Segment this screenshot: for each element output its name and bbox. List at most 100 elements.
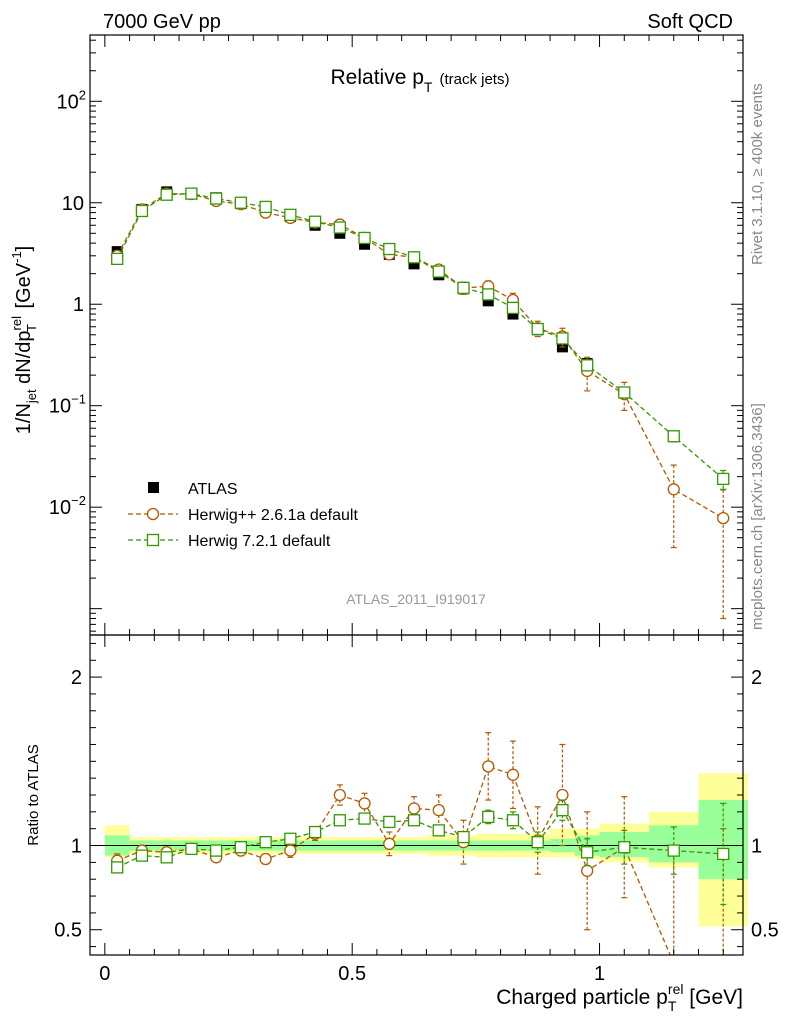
main-point xyxy=(581,359,594,372)
main-y-tick-label: 10−2 xyxy=(49,493,86,519)
main-y-axis-label: 1/Njet dN/dprelT [GeV-1] xyxy=(9,246,39,434)
ratio-y-tick-label: 0.5 xyxy=(54,920,82,942)
legend: ATLAS Herwig++ 2.6.1a default Herwig 7.2.1… xyxy=(128,481,358,550)
legend-marker-atlas xyxy=(148,482,159,493)
main-y-tick-label: 10−1 xyxy=(49,392,86,418)
ratio-y-tick-label: 2 xyxy=(71,667,82,689)
ratio-point xyxy=(457,830,470,844)
main-point xyxy=(135,204,149,218)
ratio-point xyxy=(506,814,520,827)
ratio-point xyxy=(358,797,371,810)
ratio-point xyxy=(135,849,149,862)
ratio-y-tick-label-right: 2 xyxy=(751,667,762,689)
ratio-y-tick-label: 1 xyxy=(71,836,82,858)
ratio-point xyxy=(432,804,445,817)
x-tick-label: 1 xyxy=(594,963,605,985)
main-point xyxy=(556,332,569,345)
ratio-point xyxy=(506,768,520,781)
main-point xyxy=(506,301,520,315)
tick-base: 10 xyxy=(62,193,84,215)
main-point xyxy=(457,281,470,295)
ratio-point xyxy=(383,837,396,850)
ratio-point xyxy=(407,814,421,827)
ratio-point xyxy=(358,812,371,825)
main-point xyxy=(432,265,445,278)
ratio-point xyxy=(333,788,346,802)
ratio-point xyxy=(482,760,495,773)
tick-exponent: −2 xyxy=(71,493,86,508)
main-point xyxy=(717,511,730,525)
ratio-point xyxy=(333,814,346,827)
ratio-point xyxy=(717,847,730,861)
header-right: Soft QCD xyxy=(647,11,733,33)
ratio-point xyxy=(482,810,495,824)
main-point xyxy=(308,215,322,228)
main-point xyxy=(160,188,173,201)
main-point xyxy=(284,208,297,222)
ratio-plot-series xyxy=(111,732,730,986)
main-series-square xyxy=(111,187,730,490)
ratio-point xyxy=(160,851,173,864)
x-tick-label: 0.5 xyxy=(338,963,366,985)
main-point xyxy=(482,288,495,301)
main-point xyxy=(111,252,124,266)
main-point xyxy=(209,192,223,205)
ratio-point xyxy=(618,841,631,854)
atlas-series xyxy=(111,186,729,485)
main-point xyxy=(259,200,272,214)
ratio-point xyxy=(432,824,445,837)
ratio-point xyxy=(284,844,297,857)
main-y-tick-label: 10 xyxy=(62,193,84,215)
ratio-point xyxy=(308,825,322,839)
ratio-y-tick-label-right: 1 xyxy=(751,836,762,858)
tick-base: 1 xyxy=(73,294,84,316)
tick-base: 10 xyxy=(49,396,71,418)
main-point xyxy=(407,251,421,264)
ratio-point xyxy=(284,832,297,845)
main-y-tick-label: 1 xyxy=(73,294,84,316)
main-plot-series xyxy=(111,186,730,620)
ratio-point xyxy=(407,802,421,815)
ratio-point xyxy=(111,861,124,874)
analysis-id: ATLAS_2011_I919017 xyxy=(346,591,486,607)
main-point xyxy=(667,430,680,443)
main-point xyxy=(717,472,730,486)
main-point xyxy=(234,196,248,209)
ratio-point xyxy=(383,815,396,829)
ratio-point xyxy=(531,836,544,849)
svg-text:1/Njet dN/dprelT [GeV-1]: 1/Njet dN/dprelT [GeV-1] xyxy=(9,246,39,434)
ratio-point xyxy=(259,852,272,866)
atlas-point xyxy=(507,308,519,320)
ratio-point xyxy=(718,975,729,986)
main-point xyxy=(531,322,544,336)
legend-label: Herwig 7.2.1 default xyxy=(188,533,331,550)
ratio-point xyxy=(667,844,680,857)
legend-label: ATLAS xyxy=(188,481,238,498)
legend-label: Herwig++ 2.6.1a default xyxy=(188,507,358,524)
tick-base: 10 xyxy=(49,497,71,519)
ratio-point xyxy=(581,864,594,877)
atlas-point xyxy=(359,238,371,250)
plot-title: Relative pT (track jets) xyxy=(331,66,510,95)
side-label-bottom: mcplots.cern.ch [arXiv:1306.3436] xyxy=(749,403,766,630)
ratio-series-square xyxy=(111,799,730,906)
main-series-line xyxy=(116,192,724,519)
ratio-point xyxy=(209,844,223,857)
x-tick-label: 0 xyxy=(99,963,110,985)
tick-base: 10 xyxy=(57,91,79,113)
tick-exponent: −1 xyxy=(71,392,86,407)
ratio-series-circle xyxy=(111,732,729,986)
ratio-point xyxy=(234,841,248,854)
main-y-tick-label: 102 xyxy=(57,87,86,113)
ratio-point xyxy=(581,846,594,859)
ratio-series-line xyxy=(116,765,671,955)
header-left: 7000 GeV pp xyxy=(103,11,221,33)
main-series-line xyxy=(116,192,724,480)
main-point xyxy=(358,231,371,245)
main-point xyxy=(383,242,396,256)
ratio-point xyxy=(185,842,198,856)
main-point xyxy=(667,483,680,496)
ratio-y-axis-label: Ratio to ATLAS xyxy=(25,744,42,845)
side-label-top: Rivet 3.1.10, ≥ 400k events xyxy=(749,83,766,265)
